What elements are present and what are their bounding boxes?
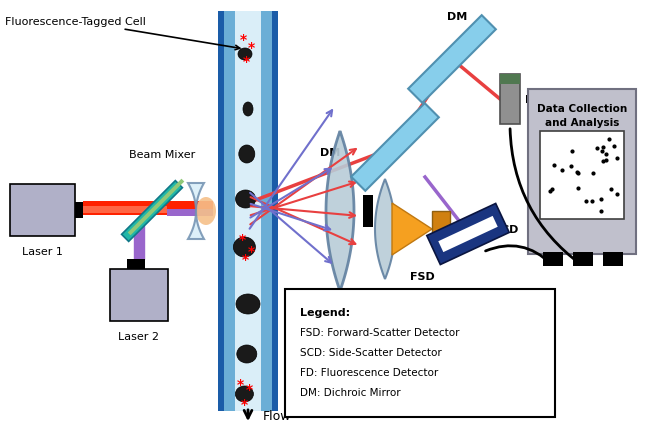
Bar xyxy=(363,196,373,227)
Point xyxy=(586,198,597,205)
Text: DM: DM xyxy=(447,12,467,22)
Ellipse shape xyxy=(235,386,254,402)
Point xyxy=(612,156,622,163)
Bar xyxy=(603,252,623,266)
Text: SCD: Side-Scatter Detector: SCD: Side-Scatter Detector xyxy=(300,347,442,357)
Text: Laser 2: Laser 2 xyxy=(118,331,159,341)
Text: FSD: Forward-Scatter Detector: FSD: Forward-Scatter Detector xyxy=(300,327,460,337)
Text: FSD: FSD xyxy=(410,271,434,281)
Text: Beam Mixer: Beam Mixer xyxy=(129,150,195,160)
Polygon shape xyxy=(127,179,185,236)
Text: SCD: SCD xyxy=(493,224,519,234)
Text: FD: Fluorescence Detector: FD: Fluorescence Detector xyxy=(300,367,438,377)
Text: DM: Dichroic Mirror: DM: Dichroic Mirror xyxy=(300,387,400,397)
Point xyxy=(612,191,623,198)
Ellipse shape xyxy=(237,345,257,363)
Point xyxy=(603,137,614,144)
Text: *: * xyxy=(246,382,253,396)
Point xyxy=(581,198,592,205)
Bar xyxy=(285,289,555,417)
Polygon shape xyxy=(427,204,509,265)
PathPatch shape xyxy=(188,184,204,240)
Point xyxy=(567,148,578,155)
Point xyxy=(606,186,616,193)
Point xyxy=(572,169,582,176)
Point xyxy=(597,144,608,151)
Point xyxy=(573,170,584,177)
Text: Legend:: Legend: xyxy=(300,307,350,317)
Point xyxy=(597,148,608,155)
Ellipse shape xyxy=(236,294,260,314)
Text: *: * xyxy=(240,33,247,47)
PathPatch shape xyxy=(326,132,354,291)
Point xyxy=(573,185,583,192)
Bar xyxy=(272,12,278,411)
Text: FD: FD xyxy=(525,95,541,105)
Text: *: * xyxy=(239,233,246,246)
Ellipse shape xyxy=(235,190,255,209)
Bar xyxy=(432,212,450,247)
Point xyxy=(549,162,560,169)
Bar xyxy=(500,75,520,85)
Point xyxy=(547,186,557,193)
Ellipse shape xyxy=(196,197,216,225)
Text: DM: DM xyxy=(320,147,340,158)
Point xyxy=(566,163,577,170)
Polygon shape xyxy=(122,181,183,242)
Bar xyxy=(540,132,624,219)
Point xyxy=(545,188,555,195)
PathPatch shape xyxy=(375,180,395,280)
Text: *: * xyxy=(243,55,250,69)
Text: *: * xyxy=(248,244,255,258)
Bar xyxy=(543,252,563,266)
Point xyxy=(588,170,598,177)
Bar xyxy=(10,184,75,237)
Text: Flow: Flow xyxy=(263,409,291,423)
Text: and Analysis: and Analysis xyxy=(545,118,619,128)
Ellipse shape xyxy=(239,146,255,164)
Point xyxy=(601,151,611,158)
Text: Laser 1: Laser 1 xyxy=(22,246,63,256)
Point xyxy=(556,167,567,174)
Text: *: * xyxy=(248,41,255,55)
Point xyxy=(598,159,608,166)
Bar xyxy=(127,259,146,269)
Bar xyxy=(573,252,593,266)
Ellipse shape xyxy=(243,103,253,117)
Text: *: * xyxy=(237,377,244,391)
Bar xyxy=(218,12,224,411)
Text: Data Collection: Data Collection xyxy=(537,104,627,114)
Point xyxy=(592,145,602,152)
Polygon shape xyxy=(392,203,432,255)
Polygon shape xyxy=(351,104,439,191)
Polygon shape xyxy=(438,216,498,252)
Bar xyxy=(75,203,83,218)
Point xyxy=(608,143,619,150)
Ellipse shape xyxy=(233,237,255,258)
Point xyxy=(596,209,606,215)
Bar xyxy=(224,12,235,411)
Bar xyxy=(235,12,261,411)
Text: *: * xyxy=(242,252,249,266)
Point xyxy=(596,196,606,203)
Bar xyxy=(261,12,272,411)
Text: Fluorescence-Tagged Cell: Fluorescence-Tagged Cell xyxy=(5,17,240,51)
Polygon shape xyxy=(408,16,496,104)
Ellipse shape xyxy=(238,49,252,61)
Bar xyxy=(528,90,636,255)
Point xyxy=(601,157,612,164)
Text: *: * xyxy=(241,397,248,411)
Bar xyxy=(500,75,520,125)
Bar xyxy=(110,269,168,321)
